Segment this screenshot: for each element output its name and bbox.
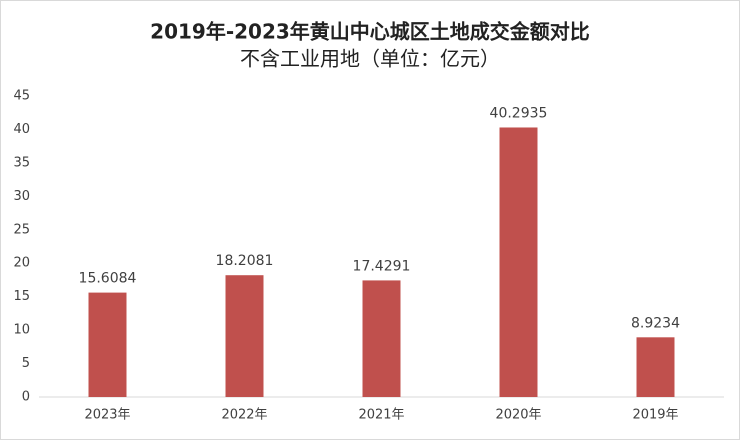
y-tick-label: 45 (13, 89, 30, 104)
data-label: 8.9234 (631, 315, 680, 331)
chart-subtitle: 不含工业用地（单位：亿元） (240, 47, 500, 71)
y-tick-label: 30 (13, 189, 30, 204)
bar (362, 280, 401, 397)
x-tick-label: 2022年 (221, 408, 267, 423)
bar (636, 337, 675, 397)
data-label: 17.4291 (353, 258, 411, 274)
x-tick-label: 2023年 (84, 408, 130, 423)
y-tick-label: 20 (13, 256, 30, 271)
y-tick-label: 0 (22, 390, 30, 405)
y-tick-label: 35 (13, 155, 30, 170)
x-tick-label: 2020年 (495, 408, 541, 423)
x-tick-label: 2021年 (358, 408, 404, 423)
bar (499, 127, 538, 397)
y-tick-label: 25 (13, 222, 30, 237)
y-tick-label: 10 (13, 323, 30, 338)
data-label: 40.2935 (490, 105, 548, 121)
x-tick-label: 2019年 (632, 408, 678, 423)
chart-title: 2019年-2023年黄山中心城区土地成交金额对比 (150, 20, 590, 44)
bar (88, 292, 127, 397)
data-label: 18.2081 (216, 253, 274, 269)
y-tick-label: 5 (22, 356, 30, 371)
y-tick-label: 40 (13, 122, 30, 137)
data-label: 15.6084 (79, 271, 137, 287)
y-tick-label: 15 (13, 289, 30, 304)
bar (225, 275, 264, 397)
